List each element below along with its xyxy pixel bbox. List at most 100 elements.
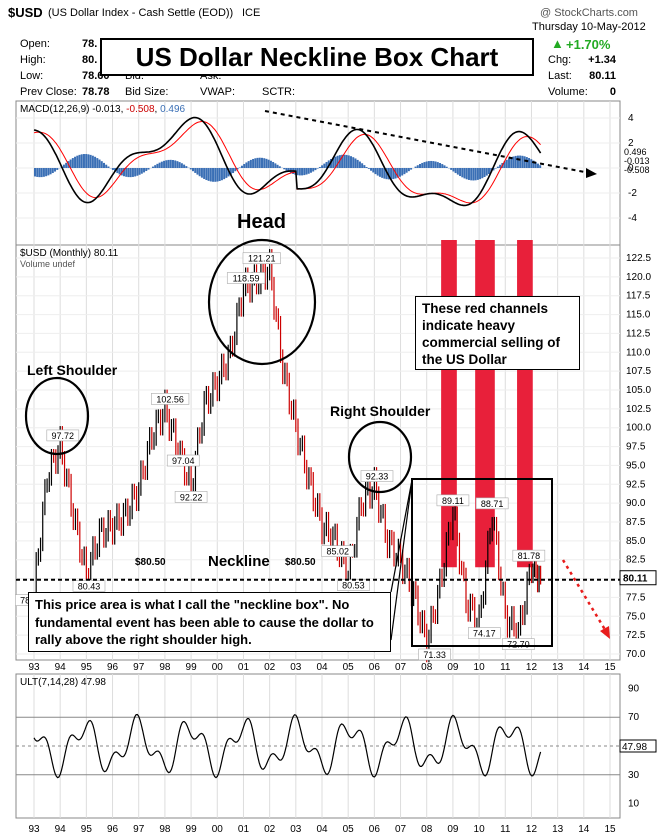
macd-histogram-bar xyxy=(401,168,404,176)
macd-histogram-bar xyxy=(514,155,517,168)
left-shoulder-ellipse xyxy=(24,376,90,456)
projection-arrowhead-icon xyxy=(600,626,610,639)
macd-histogram-bar xyxy=(163,160,166,168)
macd-histogram-bar xyxy=(332,157,335,168)
macd-histogram-bar xyxy=(107,166,110,168)
macd-histogram-bar xyxy=(225,168,228,178)
macd-histogram-bar xyxy=(65,162,68,168)
macd-histogram-bar xyxy=(269,160,272,168)
x-tick-label-bottom: 12 xyxy=(526,824,538,835)
macd-histogram-bar xyxy=(354,158,357,168)
macd-histogram-bar xyxy=(301,168,304,176)
price-point-label: 72.70 xyxy=(507,640,530,650)
macd-histogram-bar xyxy=(472,168,475,181)
x-tick-label: 07 xyxy=(395,662,407,673)
ult-last-tag: 47.98 xyxy=(622,742,647,753)
macd-last-tag: -0.508 xyxy=(624,165,650,175)
macd-histogram-bar xyxy=(123,168,126,177)
macd-histogram-bar xyxy=(136,168,139,176)
macd-histogram-bar xyxy=(145,168,148,172)
macd-histogram-bar xyxy=(285,168,288,171)
macd-histogram-bar xyxy=(463,168,466,179)
macd-histogram-bar xyxy=(370,168,373,171)
price-y-tick: 105.0 xyxy=(626,385,651,396)
macd-histogram-bar xyxy=(94,156,97,168)
ult-line xyxy=(33,713,542,779)
macd-histogram-bar xyxy=(476,168,479,180)
macd-histogram-bar xyxy=(278,166,281,168)
macd-histogram-bar xyxy=(376,168,379,176)
macd-histogram-bar xyxy=(56,168,59,170)
macd-panel-frame xyxy=(15,100,621,246)
open-value: 78. xyxy=(82,38,98,50)
low-label: Low: xyxy=(20,70,44,82)
price-point-label: 102.56 xyxy=(156,394,184,404)
x-tick-label-bottom: 14 xyxy=(578,824,590,835)
right-shoulder-ellipse xyxy=(347,420,413,494)
macd-histogram-bar xyxy=(390,168,393,180)
macd-histogram-bar xyxy=(392,168,395,180)
price-point-label-box xyxy=(468,627,501,639)
x-tick-label-bottom: 02 xyxy=(264,824,276,835)
neckline-price-left: $80.50 xyxy=(135,557,166,568)
x-tick-label: 03 xyxy=(290,662,302,673)
macd-histogram-bar xyxy=(274,163,277,168)
price-y-tick: 77.5 xyxy=(626,592,646,603)
macd-value-3: 0.496 xyxy=(160,104,186,115)
price-y-tick: 122.5 xyxy=(626,253,651,264)
macd-histogram-bar xyxy=(416,165,419,168)
x-tick-label: 95 xyxy=(81,662,93,673)
x-tick-label: 02 xyxy=(264,662,276,673)
macd-histogram-bar xyxy=(260,157,263,168)
macd-histogram-bar xyxy=(245,162,248,168)
price-point-label: 88.71 xyxy=(481,499,504,509)
macd-histogram-bar xyxy=(372,168,375,173)
macd-histogram-bar xyxy=(374,168,377,175)
price-y-tick: 107.5 xyxy=(626,366,651,377)
macd-histogram-bar xyxy=(283,168,286,170)
macd-label: MACD(12,26,9) -0.013, -0.508, 0.496 xyxy=(20,104,186,115)
macd-histogram-bar xyxy=(200,168,203,178)
macd-histogram-bar xyxy=(523,156,526,168)
macd-histogram-bar xyxy=(307,168,310,174)
macd-histogram-bar xyxy=(34,168,36,177)
x-tick-label: 93 xyxy=(28,662,40,673)
macd-histogram-bar xyxy=(216,168,219,182)
macd-histogram-bar xyxy=(140,168,143,174)
x-tick-label: 00 xyxy=(212,662,224,673)
macd-histogram-bar xyxy=(539,165,542,168)
macd-histogram-bar xyxy=(338,155,341,168)
macd-histogram-bar xyxy=(516,155,519,168)
macd-histogram-bar xyxy=(385,168,388,180)
macd-histogram-bar xyxy=(254,158,257,168)
red-channel-bar xyxy=(517,240,533,568)
macd-histogram-bar xyxy=(436,162,439,168)
open-label: Open: xyxy=(20,38,50,50)
price-point-label: 121.21 xyxy=(248,254,276,264)
macd-histogram-bar xyxy=(54,168,57,172)
macd-histogram-bar xyxy=(69,159,72,168)
macd-histogram-bar xyxy=(521,155,524,168)
macd-histogram-bar xyxy=(347,155,350,168)
macd-histogram-bar xyxy=(131,168,134,177)
price-y-tick: 112.5 xyxy=(626,328,651,339)
macd-histogram-bar xyxy=(318,166,321,168)
macd-histogram-bar xyxy=(198,168,201,177)
macd-histogram-bar xyxy=(465,168,468,180)
price-point-label-box xyxy=(360,470,394,482)
macd-histogram-bar xyxy=(120,168,123,176)
macd-histogram-bar xyxy=(530,159,533,168)
macd-histogram-bar xyxy=(174,160,177,168)
price-label: $USD (Monthly) 80.11 xyxy=(20,248,119,259)
macd-histogram-bar xyxy=(194,168,197,173)
price-point-label: 81.78 xyxy=(518,551,541,561)
price-point-label: 80.43 xyxy=(78,581,101,591)
red-channel-callout: These red channels indicate heavy commer… xyxy=(415,296,580,370)
macd-histogram-bar xyxy=(229,168,232,175)
macd-histogram-bar xyxy=(167,159,170,168)
macd-histogram-bar xyxy=(76,155,79,168)
price-point-label-box xyxy=(436,494,470,507)
macd-histogram-bar xyxy=(272,161,275,168)
macd-histogram-bar xyxy=(407,168,410,172)
